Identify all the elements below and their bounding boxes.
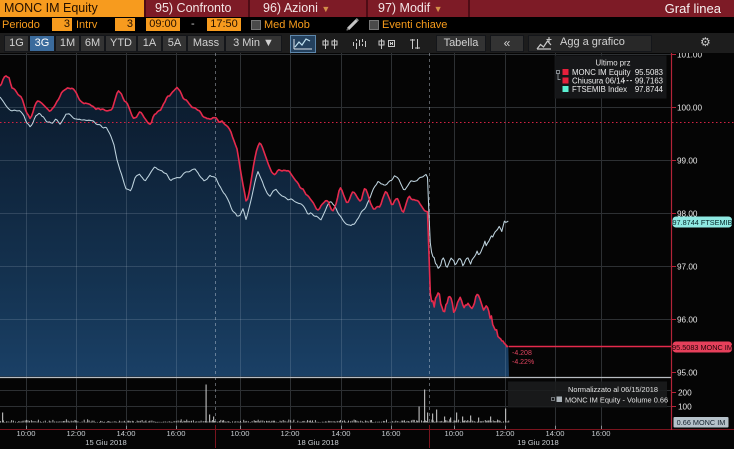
svg-text:16:00: 16:00 [591,429,610,438]
svg-text:19 Giu 2018: 19 Giu 2018 [517,438,558,447]
svg-text:95.5083: 95.5083 [635,68,663,77]
svg-text:Normalizzato al 06/15/2018: Normalizzato al 06/15/2018 [568,385,658,394]
svg-text:12:00: 12:00 [280,429,299,438]
svg-text:Chiusura 06/14: Chiusura 06/14 [572,76,626,85]
svg-text:95.5083 MONC IM: 95.5083 MONC IM [672,343,733,352]
svg-text:97.00: 97.00 [677,262,698,271]
svg-text:Ultimo prz: Ultimo prz [595,59,630,68]
svg-text:14:00: 14:00 [331,429,350,438]
svg-text:95.00: 95.00 [677,368,698,377]
svg-text:100: 100 [678,402,692,411]
svg-text:100.00: 100.00 [677,103,702,112]
svg-text:16:00: 16:00 [166,429,185,438]
svg-text:-4.22%: -4.22% [512,359,534,366]
svg-text:12:00: 12:00 [66,429,85,438]
svg-text:10:00: 10:00 [16,429,35,438]
svg-text:200: 200 [678,388,692,397]
svg-text:98.00: 98.00 [677,209,698,218]
svg-text:97.8744 FTSEMIB: 97.8744 FTSEMIB [672,218,732,227]
svg-text:10:00: 10:00 [230,429,249,438]
svg-text:-4.208: -4.208 [512,350,532,357]
svg-text:97.8744: 97.8744 [635,85,664,94]
svg-text:101.00: 101.00 [677,53,702,59]
svg-text:10:00: 10:00 [444,429,463,438]
svg-text:0.66 MONC IM: 0.66 MONC IM [677,418,726,427]
svg-text:16:00: 16:00 [381,429,400,438]
svg-text:99.00: 99.00 [677,156,698,165]
svg-text:FTSEMIB Index: FTSEMIB Index [572,85,627,94]
svg-text:14:00: 14:00 [116,429,135,438]
svg-text:14:00: 14:00 [545,429,564,438]
svg-text:15 Giu 2018: 15 Giu 2018 [85,438,126,447]
svg-text:96.00: 96.00 [677,315,698,324]
svg-text:MONC IM Equity: MONC IM Equity [572,68,631,77]
svg-text:99.7163: 99.7163 [635,76,663,85]
svg-text:MONC IM Equity - Volume 0.66: MONC IM Equity - Volume 0.66 [565,395,668,404]
svg-text:12:00: 12:00 [495,429,514,438]
svg-text:18 Giu 2018: 18 Giu 2018 [297,438,338,447]
